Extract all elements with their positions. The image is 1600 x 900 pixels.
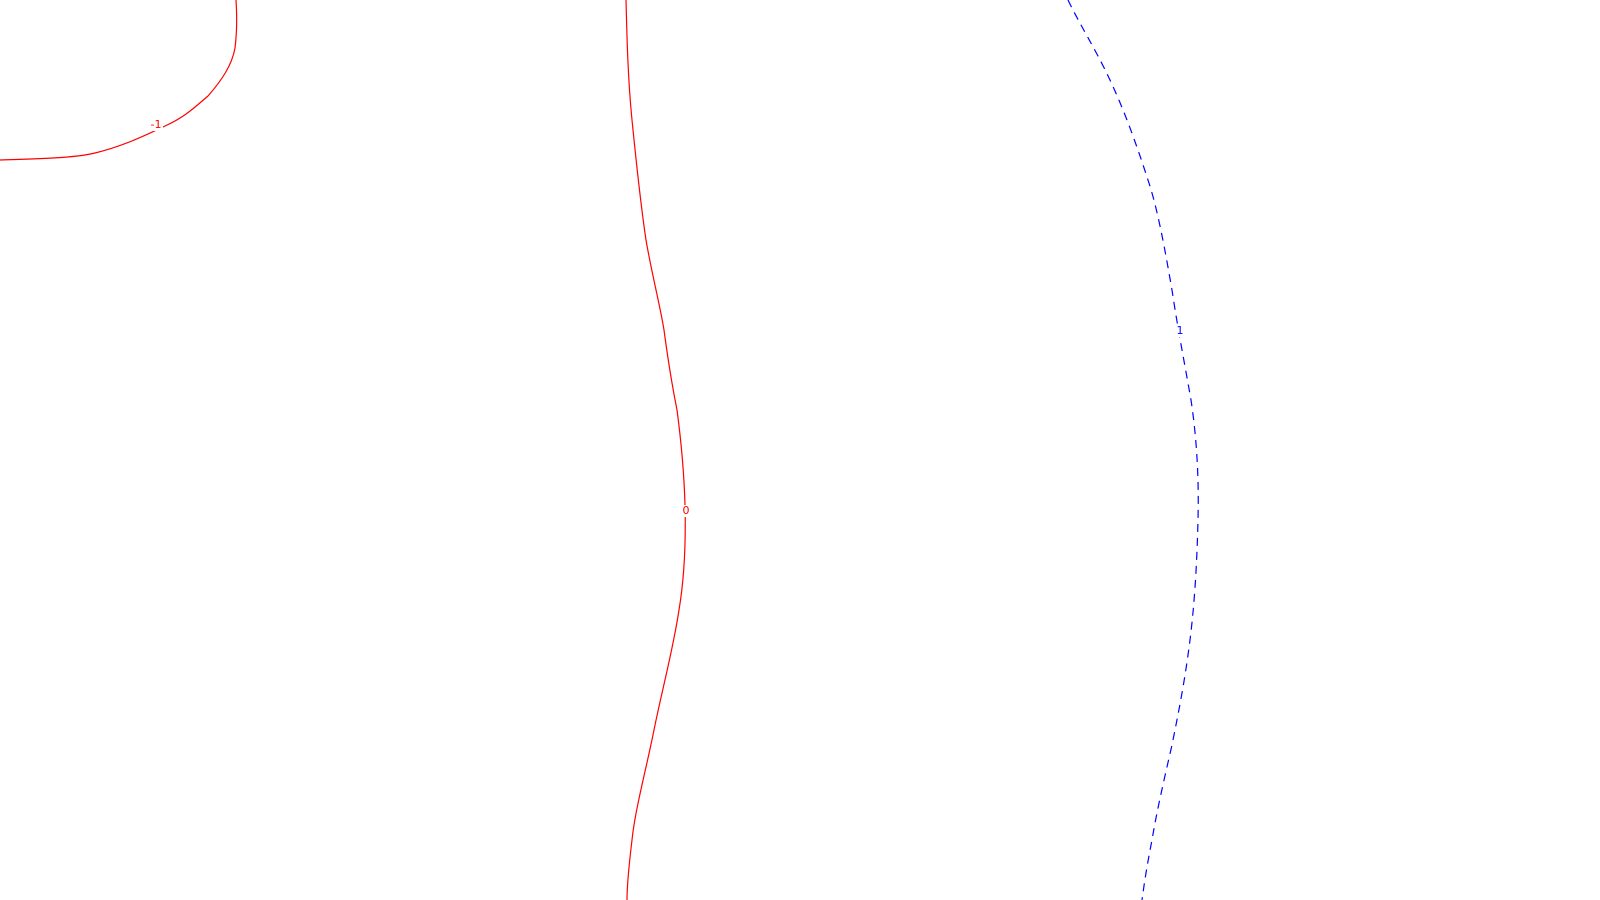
contour-labels: -1 0 1 — [149, 118, 1187, 517]
contour-label-1: 1 — [1177, 324, 1184, 337]
contour-label-background — [679, 505, 693, 517]
contour-line-1 — [1067, 0, 1199, 900]
contour-line-neg1 — [0, 0, 238, 161]
contour-label-neg1: -1 — [151, 118, 162, 131]
contour-lines — [0, 0, 1199, 900]
contour-label-background — [1173, 325, 1187, 337]
contour-line-0 — [625, 0, 686, 900]
contour-label-background — [149, 119, 163, 131]
contour-label-0: 0 — [683, 504, 690, 517]
